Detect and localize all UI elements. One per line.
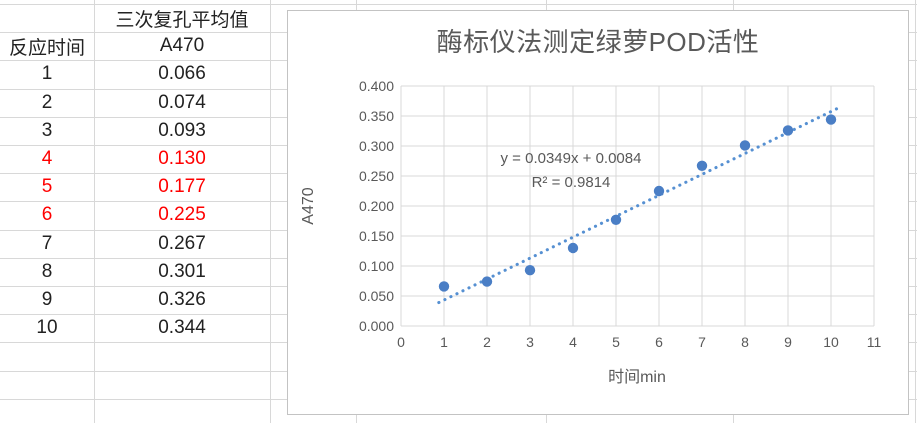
cell-reaction-time[interactable] xyxy=(0,342,94,370)
table-row xyxy=(0,342,287,370)
cell-a470-value[interactable]: 0.301 xyxy=(158,260,206,282)
cell-a470-value[interactable] xyxy=(94,371,270,399)
table-row: 9 0.326 xyxy=(0,286,287,314)
x-tick-label: 1 xyxy=(440,334,448,350)
cell-reaction-time[interactable]: 4 xyxy=(41,148,53,170)
data-point[interactable] xyxy=(438,281,450,292)
table-row: 1 0.066 xyxy=(0,60,287,88)
x-tick-label: 11 xyxy=(867,334,882,350)
cell-reaction-time[interactable]: 7 xyxy=(41,232,53,254)
cell-a470-value[interactable]: 0.093 xyxy=(158,119,206,141)
data-point[interactable] xyxy=(739,140,751,151)
x-tick-label: 4 xyxy=(569,334,577,350)
y-tick-label: 0.100 xyxy=(359,258,394,274)
cell-a470-value[interactable]: 三次复孔平均值 xyxy=(115,9,249,31)
cell-reaction-time[interactable]: 2 xyxy=(41,91,53,113)
data-point[interactable] xyxy=(481,276,493,287)
table-row: 6 0.225 xyxy=(0,201,287,229)
y-tick-label: 0.400 xyxy=(359,78,394,94)
cell-reaction-time[interactable] xyxy=(0,4,94,32)
data-point[interactable] xyxy=(696,160,708,171)
cell-reaction-time[interactable] xyxy=(0,399,94,423)
table-row: 2 0.074 xyxy=(0,89,287,117)
x-tick-label: 5 xyxy=(612,334,620,350)
cell-a470-value[interactable]: A470 xyxy=(159,35,205,57)
table-row: 3 0.093 xyxy=(0,117,287,145)
cell-a470-value[interactable] xyxy=(94,342,270,370)
cell-reaction-time[interactable]: 6 xyxy=(41,204,53,226)
y-tick-label: 0.150 xyxy=(359,228,394,244)
x-tick-label: 8 xyxy=(741,334,749,350)
plot-area: 0.000 0.050 0.100 0.150 0.200 0.250 0.300 0.350… xyxy=(359,78,882,350)
trendline-equation: y = 0.0349x + 0.0084 xyxy=(500,150,642,167)
data-point[interactable] xyxy=(782,125,794,136)
y-tick-label: 0.200 xyxy=(359,198,394,214)
cell-a470-value[interactable]: 0.225 xyxy=(158,204,206,226)
y-tick-label: 0.000 xyxy=(359,318,394,334)
data-point[interactable] xyxy=(567,242,579,254)
cell-a470-value[interactable]: 0.130 xyxy=(158,148,206,170)
table-row: 三次复孔平均值 xyxy=(0,4,287,32)
cell-a470-value[interactable] xyxy=(94,399,270,423)
x-tick-label: 6 xyxy=(655,334,663,350)
x-tick-label: 10 xyxy=(823,334,839,350)
table-row xyxy=(0,371,287,399)
cell-reaction-time[interactable]: 1 xyxy=(41,63,53,85)
cell-reaction-time[interactable]: 9 xyxy=(41,289,53,311)
cell-reaction-time[interactable]: 10 xyxy=(36,317,58,339)
cell-a470-value[interactable]: 0.326 xyxy=(158,289,206,311)
cell-reaction-time[interactable]: 3 xyxy=(41,119,53,141)
y-tick-label: 0.050 xyxy=(359,288,394,304)
cell-reaction-time[interactable]: 8 xyxy=(41,260,53,282)
y-tick-label: 0.250 xyxy=(359,168,394,184)
table-row: 反应时间 A470 xyxy=(0,32,287,60)
y-tick-label: 0.350 xyxy=(359,108,394,124)
table-row: 5 0.177 xyxy=(0,173,287,201)
cell-a470-value[interactable]: 0.177 xyxy=(158,176,206,198)
x-tick-label: 2 xyxy=(483,334,491,350)
table-row: 7 0.267 xyxy=(0,230,287,258)
cell-a470-value[interactable]: 0.074 xyxy=(158,91,206,113)
x-tick-label: 9 xyxy=(784,334,792,350)
table-row: 8 0.301 xyxy=(0,258,287,286)
cell-a470-value[interactable]: 0.344 xyxy=(158,317,206,339)
chart[interactable]: 0.000 0.050 0.100 0.150 0.200 0.250 0.300 0.350… xyxy=(287,10,909,415)
grid-column-line xyxy=(915,0,916,423)
grid-row-line xyxy=(0,4,917,5)
data-point[interactable] xyxy=(610,214,622,225)
y-tick-label: 0.300 xyxy=(359,138,394,154)
table-row: 10 0.344 xyxy=(0,314,287,342)
cell-a470-value[interactable]: 0.066 xyxy=(158,63,206,85)
trendline-annotation: y = 0.0349x + 0.0084 R² = 0.9814 xyxy=(421,147,721,195)
cell-reaction-time[interactable]: 反应时间 xyxy=(8,37,85,59)
trendline[interactable] xyxy=(437,106,840,305)
cell-a470-value[interactable]: 0.267 xyxy=(158,232,206,254)
r-squared-text: R² = 0.9814 xyxy=(531,174,611,191)
cell-reaction-time[interactable] xyxy=(0,371,94,399)
y-axis-title: A470 xyxy=(300,187,317,225)
table-row xyxy=(0,399,287,423)
chart-title: 酶标仪法测定绿萝POD活性 xyxy=(436,27,760,57)
table-row: 4 0.130 xyxy=(0,145,287,173)
data-point[interactable] xyxy=(524,265,536,276)
x-tick-label: 7 xyxy=(698,334,706,350)
data-point[interactable] xyxy=(653,185,665,197)
x-axis-title: 时间min xyxy=(608,369,666,386)
cell-reaction-time[interactable]: 5 xyxy=(41,176,53,198)
x-tick-label: 0 xyxy=(397,334,405,350)
data-point[interactable] xyxy=(825,114,837,125)
x-tick-label: 3 xyxy=(526,334,534,350)
grid-column-line xyxy=(94,0,95,423)
grid-column-line xyxy=(270,0,271,423)
